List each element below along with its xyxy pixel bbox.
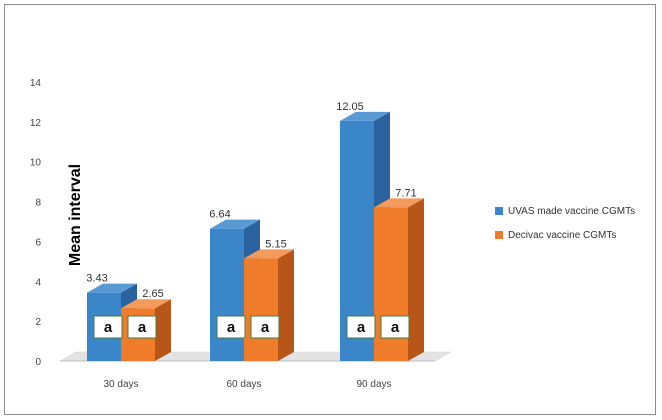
y-tick-label: 14 xyxy=(30,78,42,89)
y-tick-label: 2 xyxy=(35,317,41,328)
chart-area: 0 2 4 6 8 10 12 14 3.43 a 2.65 a 30 days 6.64 a 5.15 a 6… xyxy=(30,78,452,390)
y-tick-label: 4 xyxy=(35,277,41,288)
x-tick-label: 60 days xyxy=(226,379,261,390)
legend-item: UVAS made vaccine CGMTs xyxy=(495,204,635,218)
y-tick-label: 6 xyxy=(35,237,41,248)
bar-side xyxy=(408,198,424,361)
bar-top xyxy=(340,111,390,121)
x-tick-label: 90 days xyxy=(356,379,391,390)
legend: UVAS made vaccine CGMTs Decivac vaccine C… xyxy=(495,204,635,252)
chart-frame: 0 2 4 6 8 10 12 14 3.43 a 2.65 a 30 days 6.64 a 5.15 a 6… xyxy=(4,4,656,415)
bar xyxy=(210,228,244,361)
y-tick-label: 12 xyxy=(30,118,42,129)
bar-top xyxy=(210,219,260,229)
bar-top xyxy=(87,283,137,293)
bar-top xyxy=(374,198,424,208)
data-label: 7.71 xyxy=(395,187,416,199)
data-label: 12.05 xyxy=(336,101,364,113)
legend-item: Decivac vaccine CGMTs xyxy=(495,228,635,242)
legend-label: UVAS made vaccine CGMTs xyxy=(508,205,636,217)
significance-box xyxy=(380,315,410,339)
data-label: 2.65 xyxy=(142,288,163,300)
bar xyxy=(244,258,278,361)
x-tick-label: 30 days xyxy=(103,379,138,390)
legend-label: Decivac vaccine CGMTs xyxy=(508,229,617,241)
data-label: 5.15 xyxy=(265,238,286,250)
significance-letter: a xyxy=(391,319,400,336)
significance-box xyxy=(93,315,123,339)
bar-top xyxy=(121,299,171,309)
bar-side xyxy=(278,249,294,361)
bar-side xyxy=(155,299,171,361)
legend-swatch xyxy=(495,207,503,215)
y-tick-label: 10 xyxy=(30,158,42,169)
significance-letter: a xyxy=(261,319,270,336)
significance-box xyxy=(250,315,280,339)
y-tick-label: 8 xyxy=(35,198,41,209)
significance-box xyxy=(216,315,246,339)
data-label: 6.64 xyxy=(209,209,230,221)
significance-letter: a xyxy=(138,319,147,336)
significance-letter: a xyxy=(227,319,236,336)
legend-swatch xyxy=(495,231,503,239)
significance-letter: a xyxy=(357,319,366,336)
significance-box xyxy=(346,315,376,339)
y-tick-label: 0 xyxy=(35,357,41,368)
bar-top xyxy=(244,249,294,259)
y-axis-label: Mean interval xyxy=(67,164,84,266)
data-label: 3.43 xyxy=(86,273,107,285)
significance-box xyxy=(127,315,157,339)
significance-letter: a xyxy=(104,319,113,336)
